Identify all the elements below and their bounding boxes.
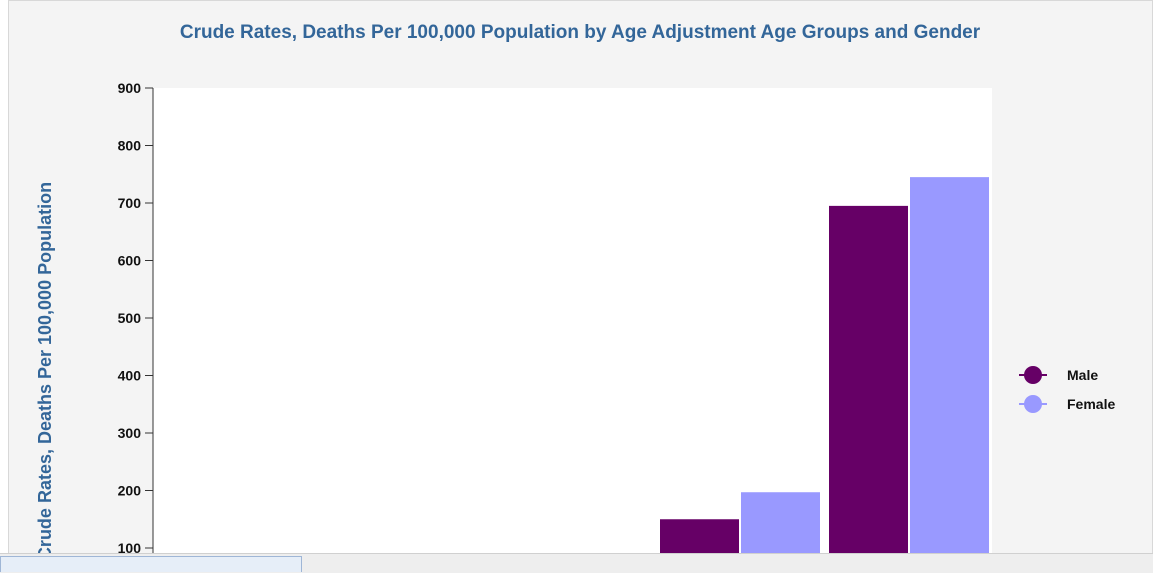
bar-female[interactable] [741, 492, 820, 561]
legend-marker-female [1024, 395, 1042, 413]
chart-svg: Crude Rates, Deaths Per 100,000 Populati… [35, 22, 1115, 561]
y-tick-label: 500 [118, 310, 142, 326]
legend: Male Female [1019, 366, 1115, 413]
y-tick-label: 300 [118, 425, 142, 441]
y-tick-label: 600 [118, 253, 142, 269]
y-tick-label: 400 [118, 368, 142, 384]
chart-panel: Crude Rates, Deaths Per 100,000 Populati… [8, 0, 1153, 561]
bar-female[interactable] [910, 177, 989, 561]
legend-label-male[interactable]: Male [1067, 367, 1098, 383]
y-tick-label: 700 [118, 195, 142, 211]
legend-marker-male [1024, 366, 1042, 384]
y-tick-label: 900 [118, 80, 142, 96]
y-tick-label: 100 [118, 540, 142, 556]
y-tick-label: 200 [118, 483, 142, 499]
y-axis-label: Crude Rates, Deaths Per 100,000 Populati… [35, 182, 55, 560]
legend-label-female[interactable]: Female [1067, 396, 1115, 412]
y-axis-ticks: 100 200 300 400 500 600 700 800 900 [118, 80, 153, 556]
bar-male[interactable] [829, 205, 908, 561]
bars [660, 177, 989, 561]
chart-title: Crude Rates, Deaths Per 100,000 Populati… [180, 22, 981, 43]
y-tick-label: 800 [118, 138, 142, 154]
bottom-panel-tab[interactable] [0, 556, 302, 572]
